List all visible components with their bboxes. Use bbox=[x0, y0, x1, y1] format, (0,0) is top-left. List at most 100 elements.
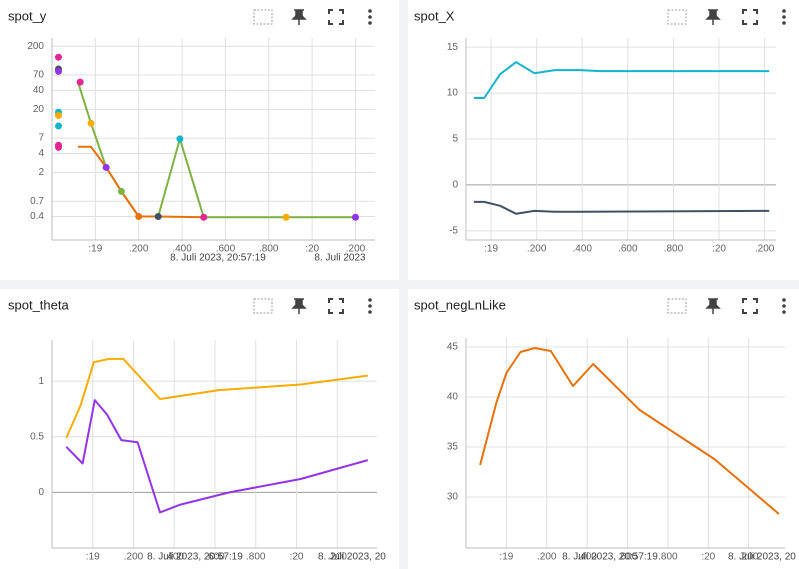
y-tick-label: 0 bbox=[452, 180, 458, 191]
data-point bbox=[102, 163, 110, 171]
y-tick-label: 45 bbox=[447, 342, 459, 353]
fullscreen-button[interactable] bbox=[742, 298, 758, 314]
menu-button[interactable] bbox=[782, 15, 786, 19]
y-tick-label: 40 bbox=[33, 85, 45, 96]
menu-button[interactable] bbox=[368, 310, 372, 314]
axis-annotation: 8. Juli 2023, 20 bbox=[318, 552, 386, 563]
fullscreen-button[interactable] bbox=[328, 9, 344, 25]
pin-button[interactable] bbox=[705, 298, 721, 314]
menu-button[interactable] bbox=[782, 9, 786, 13]
series-line bbox=[65, 357, 368, 439]
data-point bbox=[87, 119, 95, 127]
x-tick-label: .800 bbox=[259, 244, 279, 255]
x-tick-label: :19 bbox=[484, 244, 498, 255]
panel bbox=[408, 289, 799, 569]
x-tick-label: .800 bbox=[658, 552, 678, 563]
y-tick-label: 10 bbox=[447, 88, 459, 99]
x-tick-label: .400 bbox=[573, 244, 593, 255]
chart-title: spot_X bbox=[414, 8, 455, 23]
x-tick-label: .400 bbox=[165, 552, 185, 563]
menu-button[interactable] bbox=[782, 21, 786, 25]
x-tick-label: .200 bbox=[328, 552, 348, 563]
panel bbox=[408, 0, 799, 280]
panel bbox=[0, 289, 399, 569]
menu-button[interactable] bbox=[782, 304, 786, 308]
toolbar bbox=[667, 9, 786, 25]
fit-domain-button[interactable] bbox=[667, 298, 687, 314]
data-point bbox=[55, 67, 63, 75]
y-tick-label: 15 bbox=[447, 42, 459, 53]
chart-title: spot_y bbox=[8, 8, 47, 23]
menu-button[interactable] bbox=[368, 21, 372, 25]
data-point bbox=[135, 213, 143, 221]
axis-annotation: 8. Juli 2023, 20:57:19 bbox=[170, 253, 266, 264]
fit-domain-button[interactable] bbox=[667, 9, 687, 25]
y-tick-label: 20 bbox=[33, 104, 45, 115]
chart-title: spot_theta bbox=[8, 297, 69, 312]
y-tick-label: -5 bbox=[449, 225, 458, 236]
data-point bbox=[55, 111, 63, 119]
fit-domain-button[interactable] bbox=[253, 9, 273, 25]
x-tick-label: .200 bbox=[755, 244, 775, 255]
menu-button[interactable] bbox=[782, 298, 786, 302]
y-tick-label: 5 bbox=[452, 134, 458, 145]
menu-button[interactable] bbox=[368, 298, 372, 302]
x-tick-label: .600 bbox=[205, 552, 225, 563]
y-tick-label: 4 bbox=[38, 148, 44, 159]
menu-button[interactable] bbox=[368, 304, 372, 308]
x-tick-label: :19 bbox=[499, 552, 513, 563]
data-point bbox=[200, 213, 208, 221]
fullscreen-button[interactable] bbox=[328, 298, 344, 314]
menu-button[interactable] bbox=[368, 9, 372, 13]
x-tick-label: .200 bbox=[527, 244, 547, 255]
y-tick-label: 7 bbox=[38, 133, 44, 144]
y-tick-label: 2 bbox=[38, 167, 44, 178]
x-tick-label: .600 bbox=[216, 244, 236, 255]
pin-button[interactable] bbox=[705, 9, 721, 25]
x-tick-label: :19 bbox=[86, 552, 100, 563]
y-tick-label: 40 bbox=[447, 392, 459, 403]
toolbar bbox=[667, 298, 786, 314]
pin-button[interactable] bbox=[291, 9, 307, 25]
series-line bbox=[474, 200, 770, 215]
axis-annotation: 8. Juli 2023 bbox=[314, 253, 366, 264]
data-point bbox=[154, 213, 162, 221]
x-tick-label: :20 bbox=[701, 552, 715, 563]
fit-domain-button[interactable] bbox=[253, 298, 273, 314]
chart-title: spot_negLnLike bbox=[414, 297, 506, 312]
data-point bbox=[282, 213, 290, 221]
menu-button[interactable] bbox=[368, 15, 372, 19]
data-point bbox=[176, 135, 184, 143]
data-point bbox=[351, 213, 359, 221]
series-line bbox=[65, 399, 369, 514]
series-line bbox=[474, 61, 770, 99]
data-point bbox=[76, 78, 84, 86]
x-tick-label: :20 bbox=[305, 244, 319, 255]
x-tick-label: .400 bbox=[577, 552, 597, 563]
x-tick-label: .600 bbox=[618, 244, 638, 255]
axis-annotation: 8. Juli 2023, 20 bbox=[728, 552, 796, 563]
x-tick-label: .200 bbox=[129, 244, 149, 255]
fullscreen-button[interactable] bbox=[742, 9, 758, 25]
y-tick-label: 0 bbox=[38, 487, 44, 498]
y-tick-label: 30 bbox=[447, 492, 459, 503]
x-tick-label: .200 bbox=[346, 244, 366, 255]
x-tick-label: .600 bbox=[618, 552, 638, 563]
x-tick-label: :20 bbox=[290, 552, 304, 563]
x-tick-label: .200 bbox=[537, 552, 557, 563]
x-tick-label: .800 bbox=[246, 552, 266, 563]
x-tick-label: .800 bbox=[664, 244, 684, 255]
y-tick-label: 1 bbox=[38, 376, 44, 387]
y-tick-label: 35 bbox=[447, 442, 459, 453]
y-tick-label: 0.5 bbox=[30, 431, 44, 442]
series-line bbox=[479, 347, 780, 515]
axis-annotation: 8. Juli 2023, 20:57:19 bbox=[147, 552, 243, 563]
data-point bbox=[117, 187, 125, 195]
pin-button[interactable] bbox=[291, 298, 307, 314]
data-point bbox=[55, 53, 63, 61]
menu-button[interactable] bbox=[782, 310, 786, 314]
toolbar bbox=[253, 298, 372, 314]
x-tick-label: :20 bbox=[712, 244, 726, 255]
